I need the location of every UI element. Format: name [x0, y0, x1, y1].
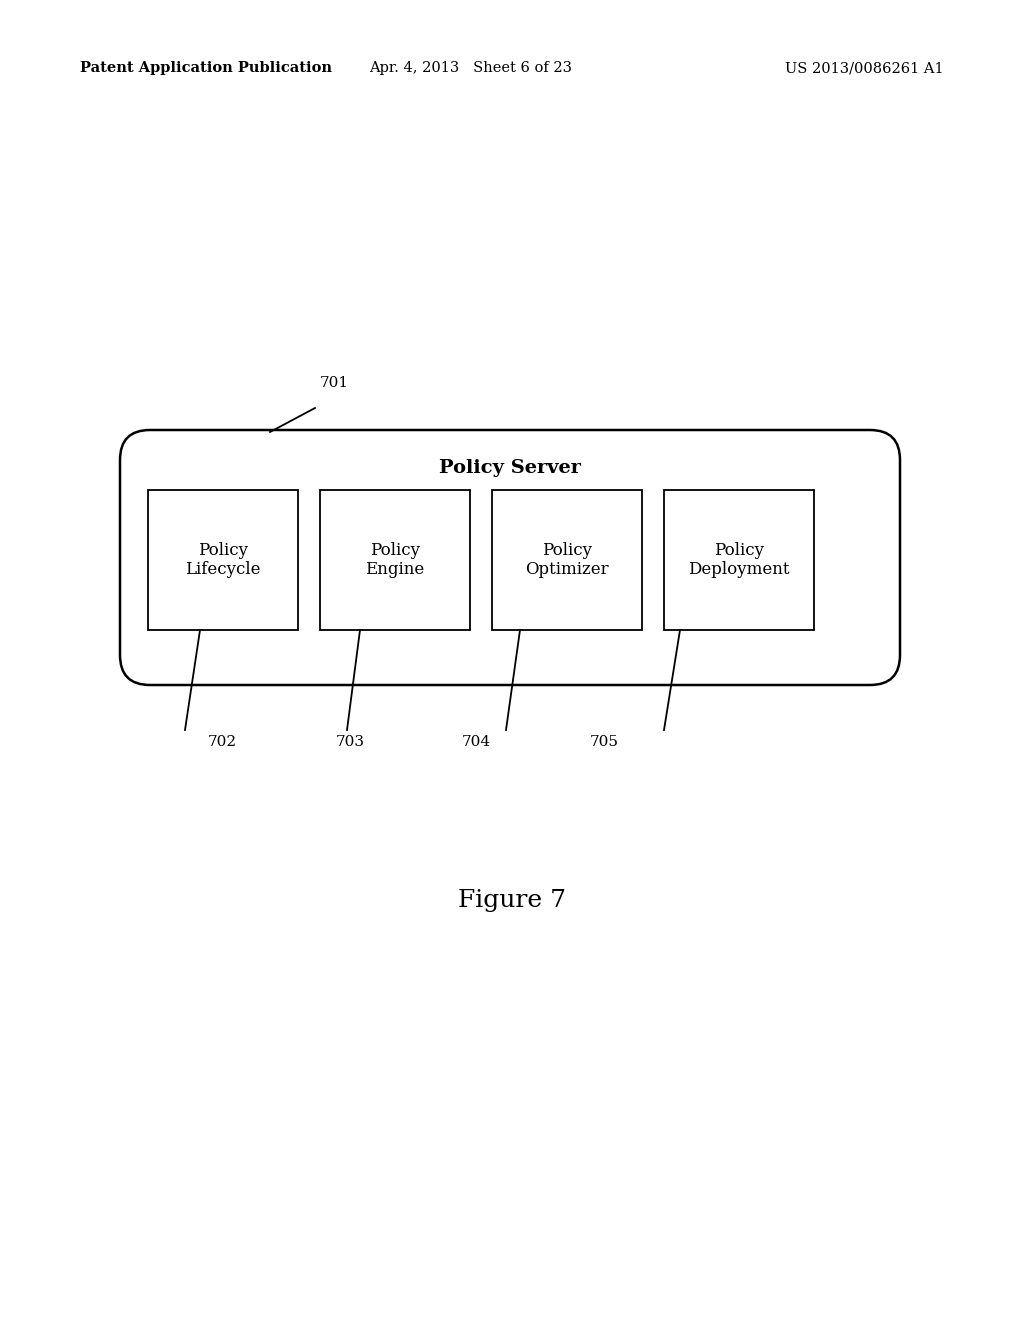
Text: 704: 704 [462, 735, 490, 748]
FancyBboxPatch shape [664, 490, 814, 630]
Text: Figure 7: Figure 7 [458, 888, 566, 912]
Text: Policy
Lifecycle: Policy Lifecycle [185, 541, 261, 578]
Text: 705: 705 [590, 735, 618, 748]
FancyBboxPatch shape [120, 430, 900, 685]
FancyBboxPatch shape [492, 490, 642, 630]
FancyBboxPatch shape [148, 490, 298, 630]
FancyBboxPatch shape [319, 490, 470, 630]
Text: Policy
Engine: Policy Engine [366, 541, 425, 578]
Text: Policy Server: Policy Server [439, 459, 581, 477]
Text: Apr. 4, 2013   Sheet 6 of 23: Apr. 4, 2013 Sheet 6 of 23 [370, 61, 572, 75]
Text: Policy
Deployment: Policy Deployment [688, 541, 790, 578]
Text: 701: 701 [319, 376, 349, 389]
Text: Policy
Optimizer: Policy Optimizer [525, 541, 609, 578]
Text: 702: 702 [208, 735, 237, 748]
Text: US 2013/0086261 A1: US 2013/0086261 A1 [785, 61, 944, 75]
Text: 703: 703 [336, 735, 365, 748]
Text: Patent Application Publication: Patent Application Publication [80, 61, 332, 75]
